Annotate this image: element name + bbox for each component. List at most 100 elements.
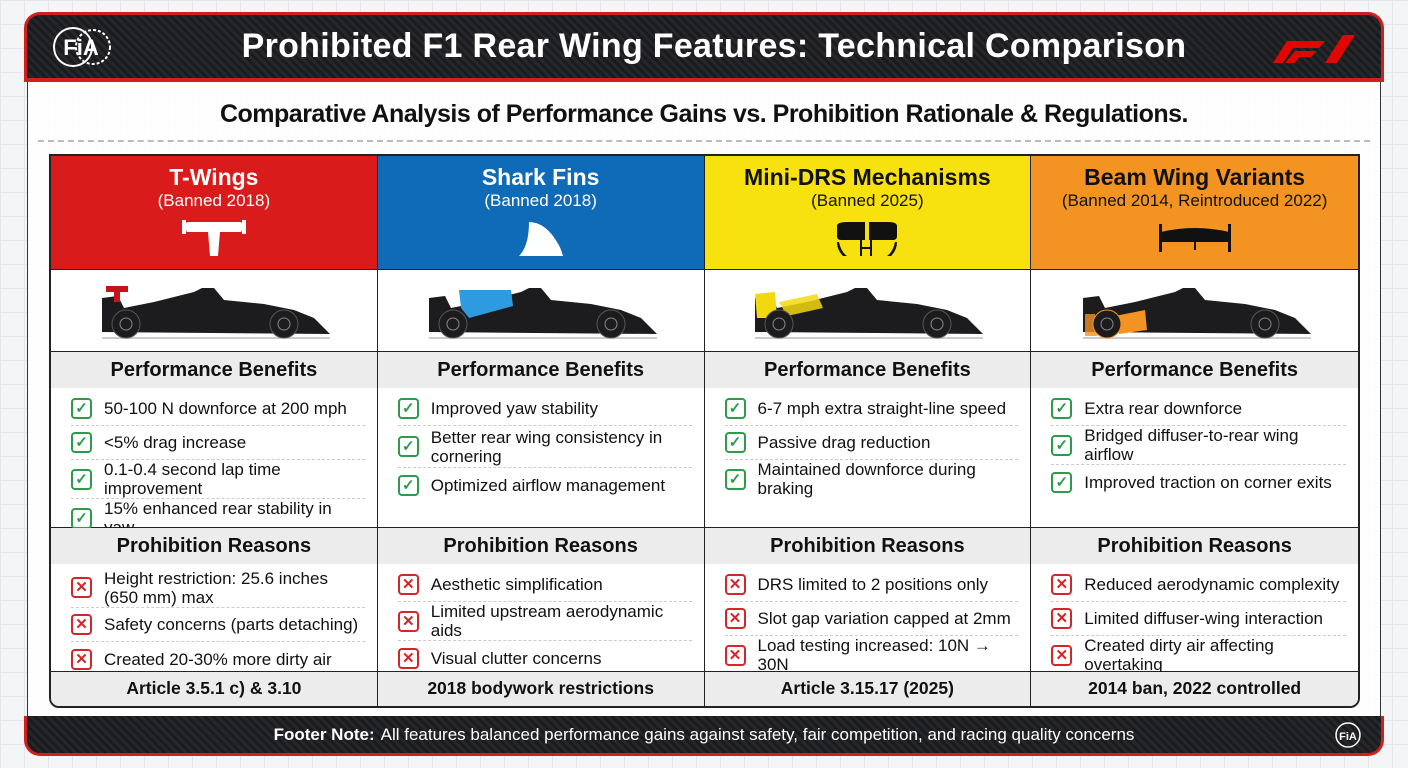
t-wing-icon	[181, 220, 246, 256]
section-heading: Prohibition Reasons	[1031, 528, 1358, 564]
benefit-item: ✓ <5% drag increase	[71, 426, 365, 460]
section-heading: Performance Benefits	[704, 352, 1031, 388]
benefits-section: Performance Benefits ✓ Extra rear downfor…	[1031, 352, 1358, 528]
ban-status: (Banned 2025)	[811, 191, 924, 210]
reason-item: ✕ Created 20-30% more dirty air	[71, 642, 365, 676]
comparison-table: T-Wings (Banned 2018)	[49, 154, 1360, 708]
ban-status: (Banned 2018)	[484, 191, 597, 210]
column-beam-wing: Beam Wing Variants (Banned 2014, Reintro…	[1031, 156, 1358, 706]
f1-car-icon	[1082, 287, 1311, 339]
footer-label: Footer Note:	[273, 724, 375, 744]
content-panel: Comparative Analysis of Performance Gain…	[27, 82, 1381, 718]
check-icon: ✓	[397, 398, 419, 419]
benefit-item: ✓ 6-7 mph extra straight-line speed	[724, 392, 1019, 426]
reason-item: ✕ Aesthetic simplification	[397, 568, 692, 602]
reason-item: ✕ Load testing increased: 10N → 30N	[724, 636, 1019, 674]
cross-icon: ✕	[724, 608, 746, 629]
benefit-item: ✓ Optimized airflow management	[397, 468, 692, 502]
regulation-reference: 2018 bodywork restrictions	[377, 672, 704, 706]
section-heading: Prohibition Reasons	[704, 528, 1031, 564]
cross-icon: ✕	[724, 574, 746, 595]
column-mini-drs: Mini-DRS Mechanisms (Banned 2025)	[704, 156, 1032, 706]
regulation-reference: 2014 ban, 2022 controlled reintroduction	[1031, 672, 1358, 706]
car-illustration	[1031, 270, 1358, 352]
benefit-item: ✓ Bridged diffuser-to-rear wing airflow	[1051, 426, 1346, 465]
column-header: Shark Fins (Banned 2018)	[377, 156, 704, 270]
f1-car-icon	[428, 287, 657, 339]
feature-name: T-Wings	[169, 164, 259, 190]
f1-logo-icon	[1273, 35, 1355, 63]
car-illustration	[377, 270, 704, 352]
reasons-section: Prohibition Reasons ✕ Reduced aerodynamic…	[1031, 528, 1358, 674]
benefit-item: ✓ Passive drag reduction	[724, 426, 1019, 460]
regulation-reference: Article 3.5.1 c) & 3.10	[51, 672, 377, 706]
beam-wing-icon	[1158, 224, 1231, 252]
benefit-item: ✓ Maintained downforce during braking	[724, 460, 1019, 498]
cross-icon: ✕	[724, 644, 746, 666]
reason-item: ✕ Created dirty air affecting overtaking	[1051, 636, 1346, 674]
cross-icon: ✕	[397, 647, 419, 669]
section-heading: Performance Benefits	[51, 352, 377, 388]
cross-icon: ✕	[1051, 644, 1073, 666]
section-heading: Prohibition Reasons	[377, 528, 704, 564]
ban-status: (Banned 2014, Reintroduced 2022)	[1061, 191, 1328, 210]
benefit-item: ✓ 50-100 N downforce at 200 mph	[71, 392, 365, 426]
column-shark-fins: Shark Fins (Banned 2018) Perform	[377, 156, 705, 706]
feature-name: Beam Wing Variants	[1084, 164, 1306, 190]
divider	[38, 140, 1370, 142]
check-icon: ✓	[71, 398, 92, 419]
benefit-item: ✓ Better rear wing consistency in corneri…	[397, 426, 692, 468]
cross-icon: ✕	[1051, 574, 1073, 595]
subtitle: Comparative Analysis of Performance Gain…	[219, 100, 1189, 128]
benefits-section: Performance Benefits ✓ Improved yaw stabi…	[377, 352, 704, 528]
check-icon: ✓	[724, 398, 746, 419]
feature-name: Shark Fins	[481, 164, 600, 190]
car-illustration	[704, 270, 1031, 352]
reason-item: ✕ Slot gap variation capped at 2mm	[724, 602, 1019, 636]
svg-text:FiA: FiA	[63, 35, 99, 60]
reason-item: ✕ Visual clutter concerns	[397, 641, 692, 675]
reasons-section: Prohibition Reasons ✕ DRS limited to 2 po…	[704, 528, 1031, 674]
check-icon: ✓	[1051, 434, 1073, 456]
section-heading: Performance Benefits	[377, 352, 704, 388]
feature-name: Mini-DRS Mechanisms	[744, 164, 991, 190]
fia-logo-icon: FiA	[53, 27, 111, 67]
mini-drs-icon	[837, 222, 898, 256]
benefit-item: ✓ Extra rear downforce	[1051, 392, 1346, 426]
reason-item: ✕ Limited upstream aerodynamic aids	[397, 602, 692, 641]
ban-status: (Banned 2018)	[157, 191, 271, 210]
check-icon: ✓	[724, 468, 746, 490]
reason-item: ✕ Reduced aerodynamic complexity	[1051, 568, 1346, 602]
regulation-reference: Article 3.15.17 (2025)	[704, 672, 1031, 706]
check-icon: ✓	[1051, 471, 1073, 493]
section-heading: Performance Benefits	[1031, 352, 1358, 388]
reason-item: ✕ Height restriction: 25.6 inches (650 mm…	[71, 568, 365, 608]
cross-icon: ✕	[71, 648, 92, 670]
header-bar: FiA Prohibited F1 Rear Wing Features: Te…	[24, 12, 1384, 82]
footer-text: All features balanced performance gains …	[380, 724, 1135, 744]
f1-car-icon	[101, 285, 330, 339]
column-header: Mini-DRS Mechanisms (Banned 2025)	[704, 156, 1031, 270]
footer-bar: Footer Note: All features balanced perfo…	[24, 716, 1384, 756]
column-t-wings: T-Wings (Banned 2018)	[51, 156, 378, 706]
benefits-section: Performance Benefits ✓ 6-7 mph extra stra…	[704, 352, 1031, 528]
reasons-section: Prohibition Reasons ✕ Aesthetic simplific…	[377, 528, 704, 675]
svg-text:FiA: FiA	[1339, 731, 1357, 743]
f1-car-icon	[755, 287, 984, 339]
cross-icon: ✕	[397, 574, 419, 595]
fia-logo-icon: FiA	[1335, 722, 1361, 748]
reasons-section: Prohibition Reasons ✕ Height restriction:…	[51, 528, 377, 672]
check-icon: ✓	[1051, 398, 1073, 419]
benefits-section: Performance Benefits ✓ 50-100 N downforce…	[51, 352, 377, 537]
cross-icon: ✕	[71, 577, 92, 598]
check-icon: ✓	[724, 432, 746, 453]
benefit-item: ✓ Improved yaw stability	[397, 392, 692, 426]
column-header: Beam Wing Variants (Banned 2014, Reintro…	[1031, 156, 1358, 270]
cross-icon: ✕	[71, 614, 92, 635]
shark-fin-icon	[518, 222, 563, 256]
page-title: Prohibited F1 Rear Wing Features: Techni…	[241, 27, 1187, 65]
benefit-item: ✓ Improved traction on corner exits	[1051, 465, 1346, 499]
check-icon: ✓	[397, 474, 419, 496]
reason-item: ✕ Safety concerns (parts detaching)	[71, 608, 365, 642]
check-icon: ✓	[71, 432, 92, 453]
